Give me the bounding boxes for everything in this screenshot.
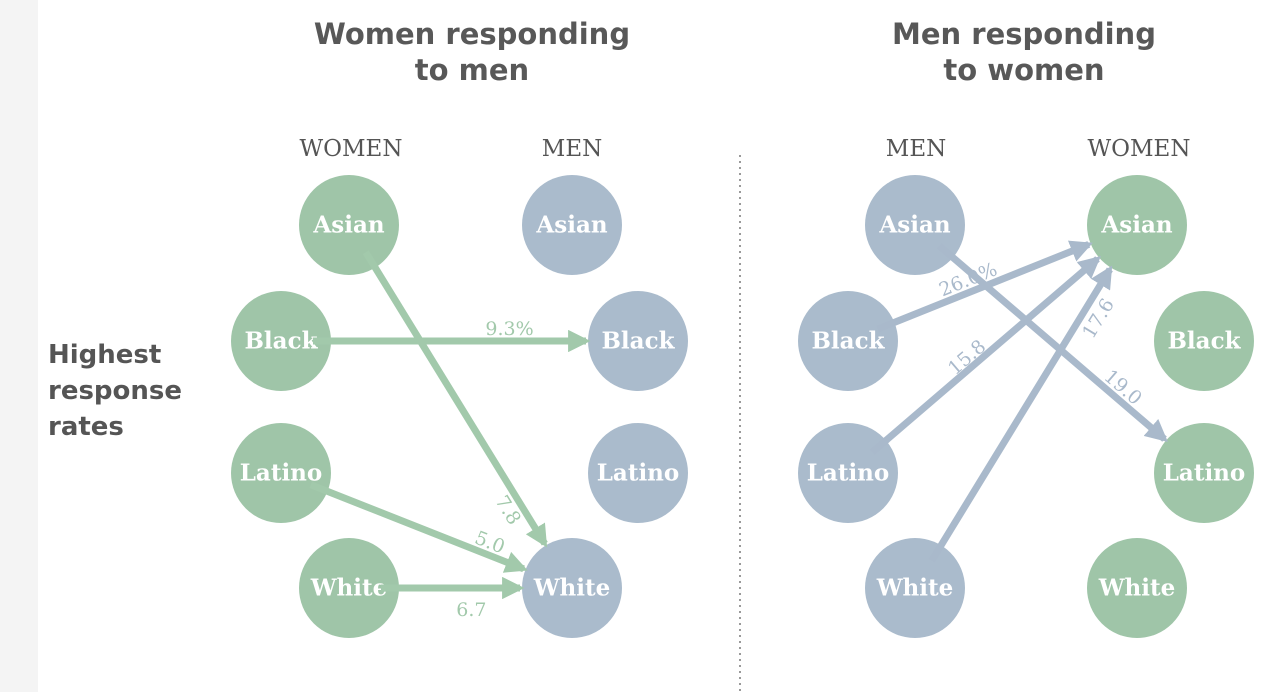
- node-circle: [522, 538, 622, 638]
- node-circle: [588, 291, 688, 391]
- panel-title-line: Women responding: [314, 17, 630, 51]
- column-header-left: WOMEN: [300, 136, 403, 162]
- panel-title-line: Men responding: [892, 17, 1156, 51]
- arrow-value-label: 6.7: [456, 599, 486, 621]
- node-circle: [588, 423, 688, 523]
- node-label: Latino: [240, 460, 323, 487]
- arrow-asian-to-white: 7.8: [362, 250, 548, 548]
- node-label: Black: [811, 328, 885, 355]
- arrow-white-to-white: 6.7: [381, 576, 525, 621]
- node-label: White: [533, 575, 611, 602]
- node-right-white: White: [1087, 538, 1187, 638]
- arrow-value-label: 17.6: [1078, 295, 1119, 343]
- node-circle: [1087, 175, 1187, 275]
- node-circle: [798, 291, 898, 391]
- side-label-line: response: [48, 376, 182, 406]
- column-header-left: MEN: [886, 136, 946, 162]
- node-left-black: Black: [231, 291, 331, 391]
- node-label: Asian: [535, 212, 607, 239]
- node-circle: [299, 538, 399, 638]
- node-circle: [299, 175, 399, 275]
- node-right-latino: Latino: [1154, 423, 1254, 523]
- node-label: White: [876, 575, 954, 602]
- node-right-black: Black: [1154, 291, 1254, 391]
- column-header-right: MEN: [542, 136, 602, 162]
- node-left-white: White: [299, 538, 399, 638]
- node-circle: [1154, 423, 1254, 523]
- node-left-latino: Latino: [231, 423, 331, 523]
- arrow-white-to-asian: 17.6: [928, 265, 1119, 563]
- node-label: Asian: [312, 212, 384, 239]
- node-left-asian: Asian: [865, 175, 965, 275]
- node-label: Asian: [1100, 212, 1172, 239]
- node-circle: [865, 538, 965, 638]
- node-right-black: Black: [588, 291, 688, 391]
- node-left-white: White: [865, 538, 965, 638]
- node-right-asian: Asian: [1087, 175, 1187, 275]
- arrow-value-label: 9.3%: [485, 318, 533, 340]
- arrow-line: [362, 250, 548, 548]
- node-left-latino: Latino: [798, 423, 898, 523]
- arrow-line: [937, 243, 1168, 443]
- node-circle: [231, 291, 331, 391]
- node-right-asian: Asian: [522, 175, 622, 275]
- panel-title-line: to women: [943, 53, 1104, 87]
- node-circle: [1154, 291, 1254, 391]
- node-circle: [522, 175, 622, 275]
- side-label-line: Highest: [48, 340, 161, 370]
- arrow-black-to-black: 9.3%: [313, 318, 591, 353]
- node-left-black: Black: [798, 291, 898, 391]
- side-label-line: rates: [48, 412, 124, 442]
- node-label: Latino: [1163, 460, 1246, 487]
- node-circle: [1087, 538, 1187, 638]
- arrow-line: [870, 255, 1101, 455]
- node-label: Black: [601, 328, 675, 355]
- arrow-line: [309, 481, 528, 573]
- node-label: Latino: [807, 460, 890, 487]
- arrow-line: [876, 240, 1093, 333]
- node-left-asian: Asian: [299, 175, 399, 275]
- node-label: White: [310, 575, 388, 602]
- node-label: Asian: [878, 212, 950, 239]
- node-label: Latino: [597, 460, 680, 487]
- node-right-white: White: [522, 538, 622, 638]
- node-label: Black: [1167, 328, 1241, 355]
- node-circle: [231, 423, 331, 523]
- panel-title-line: to men: [415, 53, 529, 87]
- node-label: Black: [244, 328, 318, 355]
- column-header-right: WOMEN: [1088, 136, 1191, 162]
- node-label: White: [1098, 575, 1176, 602]
- node-right-latino: Latino: [588, 423, 688, 523]
- diagram-canvas: Highest response rates Women responding to m…: [38, 0, 1280, 692]
- arrow-line: [928, 265, 1113, 563]
